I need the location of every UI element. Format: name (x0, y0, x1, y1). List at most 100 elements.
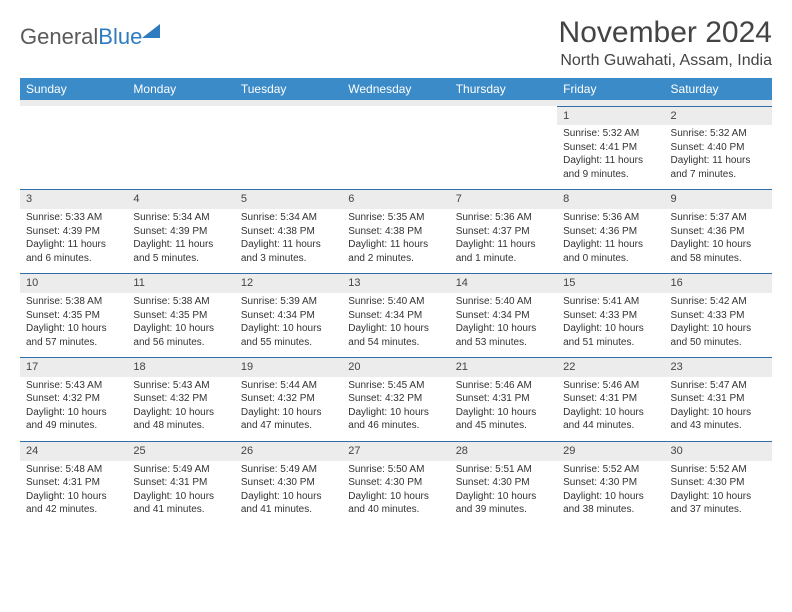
day-number: 4 (127, 190, 234, 209)
calendar-cell: 20Sunrise: 5:45 AMSunset: 4:32 PMDayligh… (342, 358, 449, 442)
day-number: 27 (342, 442, 449, 461)
sunrise-text: Sunrise: 5:47 AM (671, 379, 766, 393)
day-number: 18 (127, 358, 234, 377)
sunrise-text: Sunrise: 5:32 AM (671, 127, 766, 141)
day-content: Sunrise: 5:45 AMSunset: 4:32 PMDaylight:… (342, 377, 449, 441)
daylight-text: Daylight: 10 hours and 55 minutes. (241, 322, 336, 349)
calendar-cell: 25Sunrise: 5:49 AMSunset: 4:31 PMDayligh… (127, 441, 234, 524)
daylight-text: Daylight: 11 hours and 2 minutes. (348, 238, 443, 265)
sunrise-text: Sunrise: 5:50 AM (348, 463, 443, 477)
day-content: Sunrise: 5:51 AMSunset: 4:30 PMDaylight:… (450, 461, 557, 525)
day-content: Sunrise: 5:32 AMSunset: 4:40 PMDaylight:… (665, 125, 772, 189)
day-number: 11 (127, 274, 234, 293)
sunrise-text: Sunrise: 5:46 AM (563, 379, 658, 393)
sunset-text: Sunset: 4:35 PM (133, 309, 228, 323)
brand-triangle-icon (142, 24, 160, 38)
calendar-cell: 29Sunrise: 5:52 AMSunset: 4:30 PMDayligh… (557, 441, 664, 524)
day-number: 21 (450, 358, 557, 377)
day-content: Sunrise: 5:44 AMSunset: 4:32 PMDaylight:… (235, 377, 342, 441)
calendar-cell: 16Sunrise: 5:42 AMSunset: 4:33 PMDayligh… (665, 274, 772, 358)
daylight-text: Daylight: 11 hours and 6 minutes. (26, 238, 121, 265)
sunset-text: Sunset: 4:38 PM (241, 225, 336, 239)
day-content: Sunrise: 5:33 AMSunset: 4:39 PMDaylight:… (20, 209, 127, 273)
day-number: 7 (450, 190, 557, 209)
daylight-text: Daylight: 10 hours and 44 minutes. (563, 406, 658, 433)
day-content: Sunrise: 5:52 AMSunset: 4:30 PMDaylight:… (665, 461, 772, 525)
day-content: Sunrise: 5:49 AMSunset: 4:31 PMDaylight:… (127, 461, 234, 525)
sunrise-text: Sunrise: 5:34 AM (133, 211, 228, 225)
location-text: North Guwahati, Assam, India (559, 52, 772, 70)
day-number: 25 (127, 442, 234, 461)
calendar-cell: 9Sunrise: 5:37 AMSunset: 4:36 PMDaylight… (665, 190, 772, 274)
sunset-text: Sunset: 4:41 PM (563, 141, 658, 155)
day-content: Sunrise: 5:40 AMSunset: 4:34 PMDaylight:… (450, 293, 557, 357)
day-number: 19 (235, 358, 342, 377)
calendar-body: 1Sunrise: 5:32 AMSunset: 4:41 PMDaylight… (20, 100, 772, 525)
daylight-text: Daylight: 10 hours and 42 minutes. (26, 490, 121, 517)
day-number: 3 (20, 190, 127, 209)
daylight-text: Daylight: 10 hours and 39 minutes. (456, 490, 551, 517)
calendar-header: Sunday Monday Tuesday Wednesday Thursday… (20, 78, 772, 100)
calendar-cell: 24Sunrise: 5:48 AMSunset: 4:31 PMDayligh… (20, 441, 127, 524)
sunrise-text: Sunrise: 5:39 AM (241, 295, 336, 309)
day-number: 13 (342, 274, 449, 293)
calendar-cell: 22Sunrise: 5:46 AMSunset: 4:31 PMDayligh… (557, 358, 664, 442)
calendar-cell: 3Sunrise: 5:33 AMSunset: 4:39 PMDaylight… (20, 190, 127, 274)
sunset-text: Sunset: 4:33 PM (671, 309, 766, 323)
day-number: 9 (665, 190, 772, 209)
day-number: 28 (450, 442, 557, 461)
sunrise-text: Sunrise: 5:51 AM (456, 463, 551, 477)
calendar-cell (450, 106, 557, 190)
daylight-text: Daylight: 10 hours and 37 minutes. (671, 490, 766, 517)
daylight-text: Daylight: 11 hours and 9 minutes. (563, 154, 658, 181)
calendar-cell: 12Sunrise: 5:39 AMSunset: 4:34 PMDayligh… (235, 274, 342, 358)
weekday-header: Monday (127, 78, 234, 100)
daylight-text: Daylight: 10 hours and 58 minutes. (671, 238, 766, 265)
calendar-cell (235, 106, 342, 190)
daylight-text: Daylight: 10 hours and 48 minutes. (133, 406, 228, 433)
sunrise-text: Sunrise: 5:35 AM (348, 211, 443, 225)
sunset-text: Sunset: 4:35 PM (26, 309, 121, 323)
sunset-text: Sunset: 4:31 PM (671, 392, 766, 406)
brand-part2: Blue (98, 24, 142, 49)
sunset-text: Sunset: 4:36 PM (563, 225, 658, 239)
daylight-text: Daylight: 10 hours and 51 minutes. (563, 322, 658, 349)
day-content: Sunrise: 5:48 AMSunset: 4:31 PMDaylight:… (20, 461, 127, 525)
sunset-text: Sunset: 4:30 PM (241, 476, 336, 490)
sunrise-text: Sunrise: 5:40 AM (348, 295, 443, 309)
sunrise-text: Sunrise: 5:38 AM (133, 295, 228, 309)
day-number: 10 (20, 274, 127, 293)
daylight-text: Daylight: 10 hours and 38 minutes. (563, 490, 658, 517)
calendar-cell: 11Sunrise: 5:38 AMSunset: 4:35 PMDayligh… (127, 274, 234, 358)
daylight-text: Daylight: 10 hours and 57 minutes. (26, 322, 121, 349)
sunrise-text: Sunrise: 5:52 AM (563, 463, 658, 477)
sunset-text: Sunset: 4:34 PM (456, 309, 551, 323)
sunrise-text: Sunrise: 5:44 AM (241, 379, 336, 393)
daylight-text: Daylight: 10 hours and 54 minutes. (348, 322, 443, 349)
sunset-text: Sunset: 4:31 PM (133, 476, 228, 490)
sunrise-text: Sunrise: 5:34 AM (241, 211, 336, 225)
day-number: 24 (20, 442, 127, 461)
sunrise-text: Sunrise: 5:36 AM (456, 211, 551, 225)
day-number: 5 (235, 190, 342, 209)
calendar-cell (127, 106, 234, 190)
title-block: November 2024 North Guwahati, Assam, Ind… (559, 16, 772, 70)
weekday-header: Wednesday (342, 78, 449, 100)
sunrise-text: Sunrise: 5:49 AM (133, 463, 228, 477)
day-number: 29 (557, 442, 664, 461)
header-bar: GeneralBlue November 2024 North Guwahati… (20, 16, 772, 70)
brand-text: GeneralBlue (20, 24, 142, 50)
daylight-text: Daylight: 10 hours and 56 minutes. (133, 322, 228, 349)
day-content: Sunrise: 5:37 AMSunset: 4:36 PMDaylight:… (665, 209, 772, 273)
sunset-text: Sunset: 4:31 PM (456, 392, 551, 406)
sunset-text: Sunset: 4:32 PM (348, 392, 443, 406)
sunrise-text: Sunrise: 5:41 AM (563, 295, 658, 309)
daylight-text: Daylight: 11 hours and 0 minutes. (563, 238, 658, 265)
day-content: Sunrise: 5:46 AMSunset: 4:31 PMDaylight:… (450, 377, 557, 441)
daylight-text: Daylight: 10 hours and 45 minutes. (456, 406, 551, 433)
sunrise-text: Sunrise: 5:40 AM (456, 295, 551, 309)
daylight-text: Daylight: 10 hours and 43 minutes. (671, 406, 766, 433)
day-content: Sunrise: 5:38 AMSunset: 4:35 PMDaylight:… (127, 293, 234, 357)
day-number: 26 (235, 442, 342, 461)
daylight-text: Daylight: 10 hours and 53 minutes. (456, 322, 551, 349)
